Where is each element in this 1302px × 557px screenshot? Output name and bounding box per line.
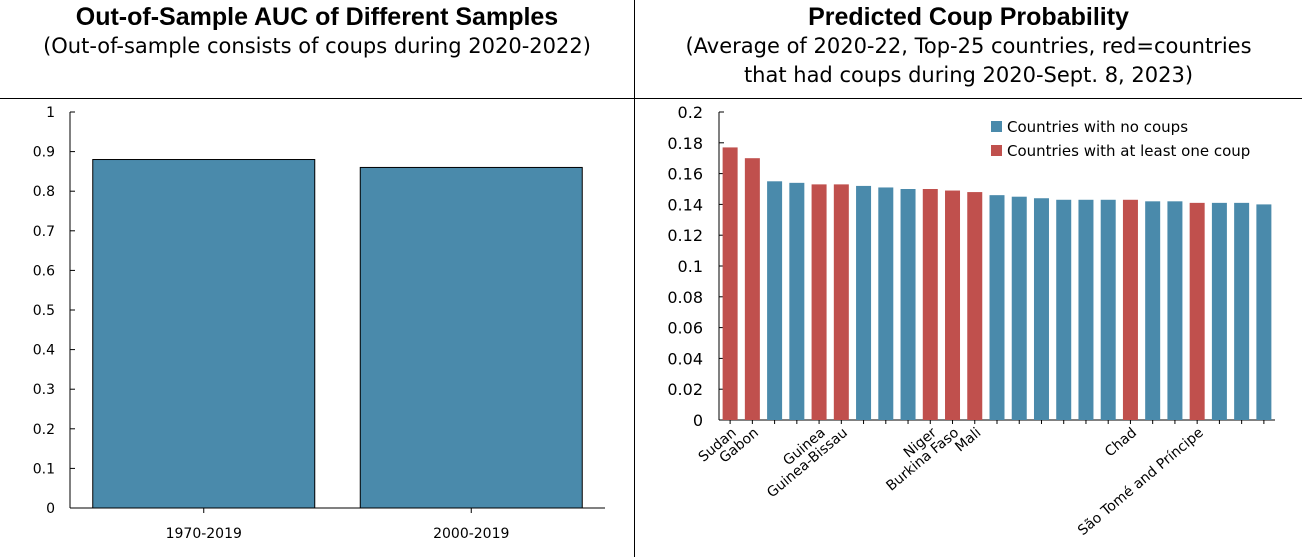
no-coup-bar bbox=[1234, 202, 1250, 420]
coup-bar bbox=[833, 184, 849, 420]
right-y-tick-label: 0.1 bbox=[678, 257, 703, 276]
coup-bar bbox=[1189, 202, 1205, 420]
coup-bar bbox=[811, 184, 827, 420]
auc-bar-chart: 0 0.1 0.2 0.3 0.4 0.5 0.6 0.7 0.8 0.9 1 1970-2019 20… bbox=[33, 105, 605, 542]
right-y-tick-label: 0.16 bbox=[667, 165, 703, 184]
left-chart-title: Out-of-Sample AUC of Different Samples bbox=[75, 3, 559, 31]
right-y-tick-label: 0.04 bbox=[667, 349, 703, 368]
left-y-tick-label: 0.6 bbox=[33, 263, 55, 279]
left-y-tick-label: 0.7 bbox=[33, 224, 55, 240]
no-coup-bar bbox=[1011, 196, 1027, 420]
header-divider-horizontal bbox=[0, 98, 1302, 99]
no-coup-bar bbox=[789, 182, 805, 420]
right-y-tick-label: 0.18 bbox=[667, 134, 703, 153]
coup-bar bbox=[1122, 199, 1138, 420]
coup-bar bbox=[722, 147, 738, 421]
left-y-tick-label: 0.5 bbox=[33, 303, 55, 319]
left-y-tick-label: 0.1 bbox=[33, 461, 55, 477]
country-label: Chad bbox=[1102, 425, 1140, 460]
left-y-tick-label: 0.8 bbox=[33, 184, 55, 200]
no-coup-bar bbox=[1056, 199, 1072, 420]
no-coup-bar bbox=[1100, 199, 1116, 420]
coup-bar bbox=[945, 190, 961, 420]
legend-label: Countries with no coups bbox=[1007, 118, 1188, 136]
right-chart-title: Predicted Coup Probability bbox=[808, 3, 1129, 31]
legend-swatch bbox=[991, 145, 1002, 156]
right-chart-subtitle-line1: (Average of 2020-22, Top-25 countries, r… bbox=[685, 34, 1252, 58]
left-bar bbox=[92, 159, 316, 509]
no-coup-bar bbox=[1256, 204, 1272, 420]
no-coup-bar bbox=[989, 195, 1005, 420]
right-y-tick-label: 0.02 bbox=[667, 380, 703, 399]
no-coup-bar bbox=[1211, 202, 1227, 420]
left-y-tick-label: 0.3 bbox=[33, 382, 55, 398]
right-y-tick-label: 0.06 bbox=[667, 319, 703, 338]
right-y-tick-label: 0.14 bbox=[667, 195, 703, 214]
left-y-tick-label: 0 bbox=[46, 501, 55, 517]
country-label: São Tomé and Príncipe bbox=[1075, 425, 1207, 539]
country-label: Mali bbox=[952, 425, 984, 456]
left-chart-subtitle: (Out-of-sample consists of coups during … bbox=[43, 34, 591, 58]
legend-swatch bbox=[991, 121, 1002, 132]
no-coup-bar bbox=[878, 187, 894, 420]
no-coup-bar bbox=[767, 181, 783, 420]
right-panel-header: Predicted Coup Probability (Average of 2… bbox=[635, 0, 1302, 90]
left-y-tick-label: 0.2 bbox=[33, 422, 55, 438]
left-panel-header: Out-of-Sample AUC of Different Samples (… bbox=[0, 0, 634, 61]
legend-label: Countries with at least one coup bbox=[1007, 142, 1250, 160]
left-y-tick-label: 0.9 bbox=[33, 145, 55, 161]
coup-bar bbox=[744, 158, 760, 420]
left-y-tick-label: 1 bbox=[46, 105, 55, 121]
left-x-tick-label: 2000-2019 bbox=[433, 526, 509, 542]
right-chart-subtitle-line2: that had coups during 2020-Sept. 8, 2023… bbox=[743, 63, 1194, 87]
coup-bar bbox=[922, 189, 938, 420]
no-coup-bar bbox=[900, 189, 916, 420]
right-y-tick-label: 0 bbox=[693, 411, 703, 430]
no-coup-bar bbox=[1145, 201, 1161, 420]
right-y-tick-label: 0.08 bbox=[667, 288, 703, 307]
right-y-tick-label: 0.12 bbox=[667, 226, 703, 245]
left-x-tick-label: 1970-2019 bbox=[166, 526, 242, 542]
no-coup-bar bbox=[856, 185, 872, 420]
right-y-tick-label: 0.2 bbox=[678, 103, 703, 122]
left-bar bbox=[359, 166, 583, 509]
panel-divider-vertical bbox=[634, 0, 635, 557]
no-coup-bar bbox=[1033, 198, 1049, 420]
no-coup-bar bbox=[1167, 201, 1183, 420]
coup-bar bbox=[967, 192, 983, 420]
no-coup-bar bbox=[1078, 199, 1094, 420]
left-y-tick-label: 0.4 bbox=[33, 343, 55, 359]
